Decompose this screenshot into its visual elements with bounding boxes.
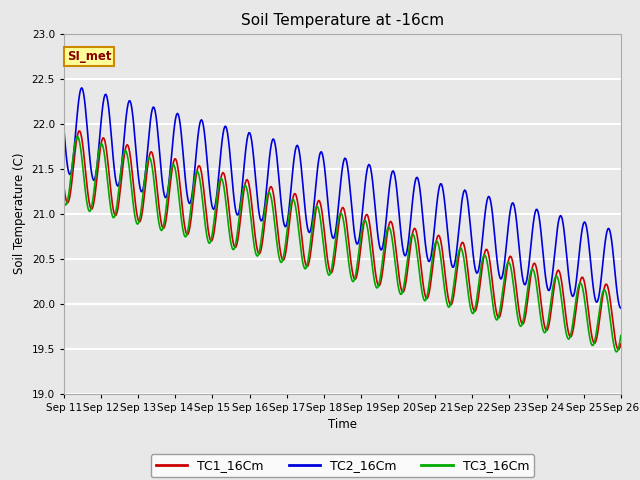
Text: SI_met: SI_met xyxy=(67,50,111,63)
Y-axis label: Soil Temperature (C): Soil Temperature (C) xyxy=(13,153,26,275)
X-axis label: Time: Time xyxy=(328,418,357,431)
Title: Soil Temperature at -16cm: Soil Temperature at -16cm xyxy=(241,13,444,28)
Legend: TC1_16Cm, TC2_16Cm, TC3_16Cm: TC1_16Cm, TC2_16Cm, TC3_16Cm xyxy=(151,455,534,477)
